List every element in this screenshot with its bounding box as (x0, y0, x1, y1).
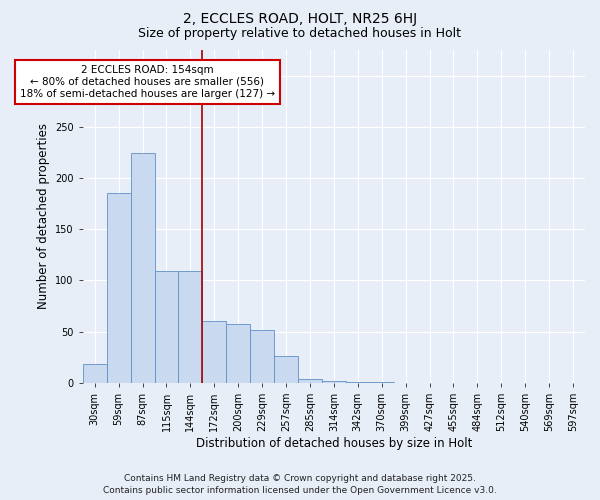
Bar (226, 324, 250, 383)
Bar (346, 382, 370, 383)
X-axis label: Distribution of detached houses by size in Holt: Distribution of detached houses by size … (196, 437, 472, 450)
Bar (274, 356, 298, 383)
Bar (370, 382, 394, 383)
Bar (298, 379, 322, 383)
Text: Size of property relative to detached houses in Holt: Size of property relative to detached ho… (139, 28, 461, 40)
Text: Contains HM Land Registry data © Crown copyright and database right 2025.
Contai: Contains HM Land Registry data © Crown c… (103, 474, 497, 495)
Bar (131, 154, 155, 383)
Bar (155, 272, 178, 383)
Bar (83, 364, 107, 383)
Y-axis label: Number of detached properties: Number of detached properties (37, 124, 50, 310)
Text: 2, ECCLES ROAD, HOLT, NR25 6HJ: 2, ECCLES ROAD, HOLT, NR25 6HJ (183, 12, 417, 26)
Bar (178, 272, 202, 383)
Bar (202, 322, 226, 383)
Bar (107, 194, 131, 383)
Text: 2 ECCLES ROAD: 154sqm
← 80% of detached houses are smaller (556)
18% of semi-det: 2 ECCLES ROAD: 154sqm ← 80% of detached … (20, 66, 275, 98)
Bar (250, 330, 274, 383)
Bar (322, 381, 346, 383)
